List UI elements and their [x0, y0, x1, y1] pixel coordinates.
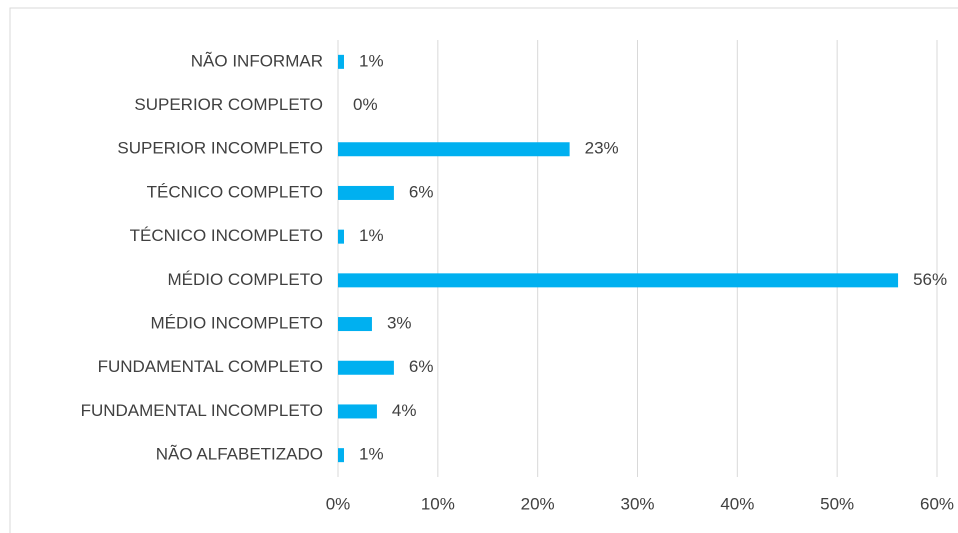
x-tick-label: 50% — [820, 494, 854, 513]
bar — [338, 273, 899, 288]
data-label: 0% — [353, 95, 378, 114]
data-label: 1% — [359, 445, 384, 464]
y-tick-label: FUNDAMENTAL INCOMPLETO — [81, 401, 323, 420]
data-label: 1% — [359, 51, 384, 70]
y-tick-label: FUNDAMENTAL COMPLETO — [98, 357, 323, 376]
x-tick-label: 60% — [920, 494, 954, 513]
y-tick-label: NÃO INFORMAR — [191, 51, 323, 70]
x-tick-label: 40% — [720, 494, 754, 513]
y-tick-label: NÃO ALFABETIZADO — [156, 445, 323, 464]
x-tick-label: 0% — [326, 494, 351, 513]
y-tick-label: MÉDIO COMPLETO — [167, 270, 323, 289]
bar — [338, 404, 377, 419]
y-tick-label: TÉCNICO COMPLETO — [147, 182, 323, 201]
x-tick-label: 30% — [620, 494, 654, 513]
data-label: 6% — [409, 182, 434, 201]
data-label: 4% — [392, 401, 417, 420]
x-tick-label: 10% — [421, 494, 455, 513]
x-tick-label: 20% — [521, 494, 555, 513]
data-label: 23% — [585, 139, 619, 158]
data-label: 6% — [409, 357, 434, 376]
chart-frame — [9, 7, 958, 533]
y-tick-label: TÉCNICO INCOMPLETO — [130, 226, 323, 245]
bar — [338, 185, 394, 200]
data-label: 56% — [913, 270, 947, 289]
y-tick-label: SUPERIOR INCOMPLETO — [117, 139, 323, 158]
data-label: 3% — [387, 314, 412, 333]
bar — [338, 54, 344, 69]
bar — [338, 317, 372, 332]
data-label: 1% — [359, 226, 384, 245]
bar — [338, 142, 570, 157]
y-tick-label: MÉDIO INCOMPLETO — [150, 314, 323, 333]
bar — [338, 448, 344, 463]
bar — [338, 360, 394, 375]
y-tick-label: SUPERIOR COMPLETO — [134, 95, 323, 114]
bar — [338, 229, 344, 244]
